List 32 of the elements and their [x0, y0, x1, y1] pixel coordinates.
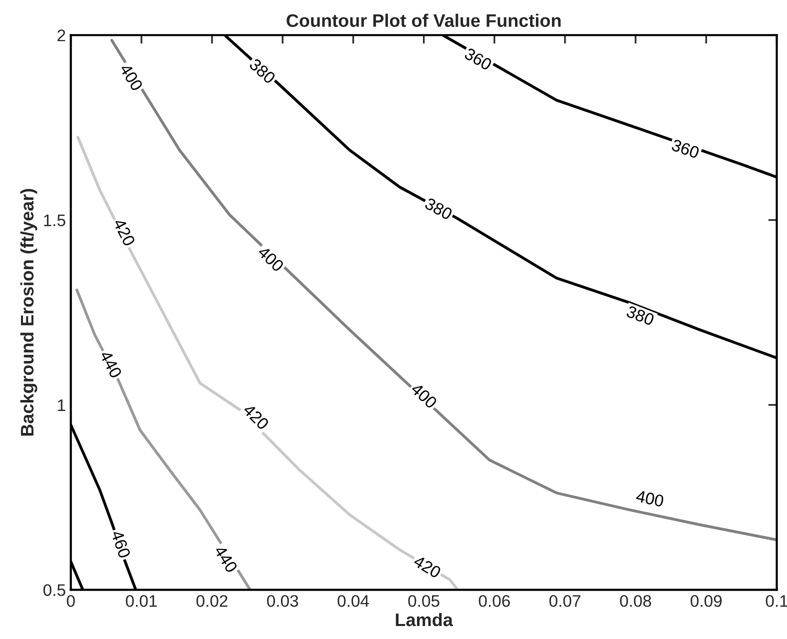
x-tick-label: 0.07 [549, 595, 580, 607]
x-tick-label: 0.01 [126, 595, 157, 607]
annotation: 420 [242, 403, 270, 430]
annotation: 420 [112, 218, 136, 247]
x-axis-title: Lamda [396, 612, 454, 626]
annotation: 400 [119, 62, 144, 92]
y-axis-title: Background Erosion (ft/year) [20, 188, 38, 436]
x-tick-label: 0.04 [338, 595, 369, 607]
x-tick-label: 0.06 [478, 595, 510, 607]
x-tick-label: 0 [66, 595, 75, 607]
x-tick-label: 0.09 [690, 595, 722, 607]
annotation: 400 [257, 245, 285, 272]
y-tick-label: 2 [58, 30, 66, 42]
x-tick-label: 0.05 [408, 595, 440, 607]
annotation: 380 [626, 305, 655, 326]
annotation: 400 [636, 490, 664, 508]
annotation: 440 [214, 544, 238, 574]
x-tick-label: 0.08 [620, 595, 652, 607]
annotation: 400 [410, 382, 438, 410]
annotation: 380 [248, 58, 276, 84]
y-tick-label: 0.5 [43, 584, 66, 596]
annotation: 420 [412, 554, 442, 579]
annotation: 380 [424, 197, 454, 220]
annotation: 440 [99, 350, 122, 379]
annotation: 360 [464, 47, 493, 71]
x-tick-label: 0.03 [267, 595, 298, 607]
y-tick-label: 1.5 [44, 214, 66, 226]
chart-title: Countour Plot of Value Function [286, 14, 561, 27]
annotation: 460 [110, 530, 131, 559]
y-tick-label: 1 [58, 399, 66, 411]
x-tick-label: 0.02 [196, 595, 228, 607]
annotation: 360 [670, 138, 700, 159]
